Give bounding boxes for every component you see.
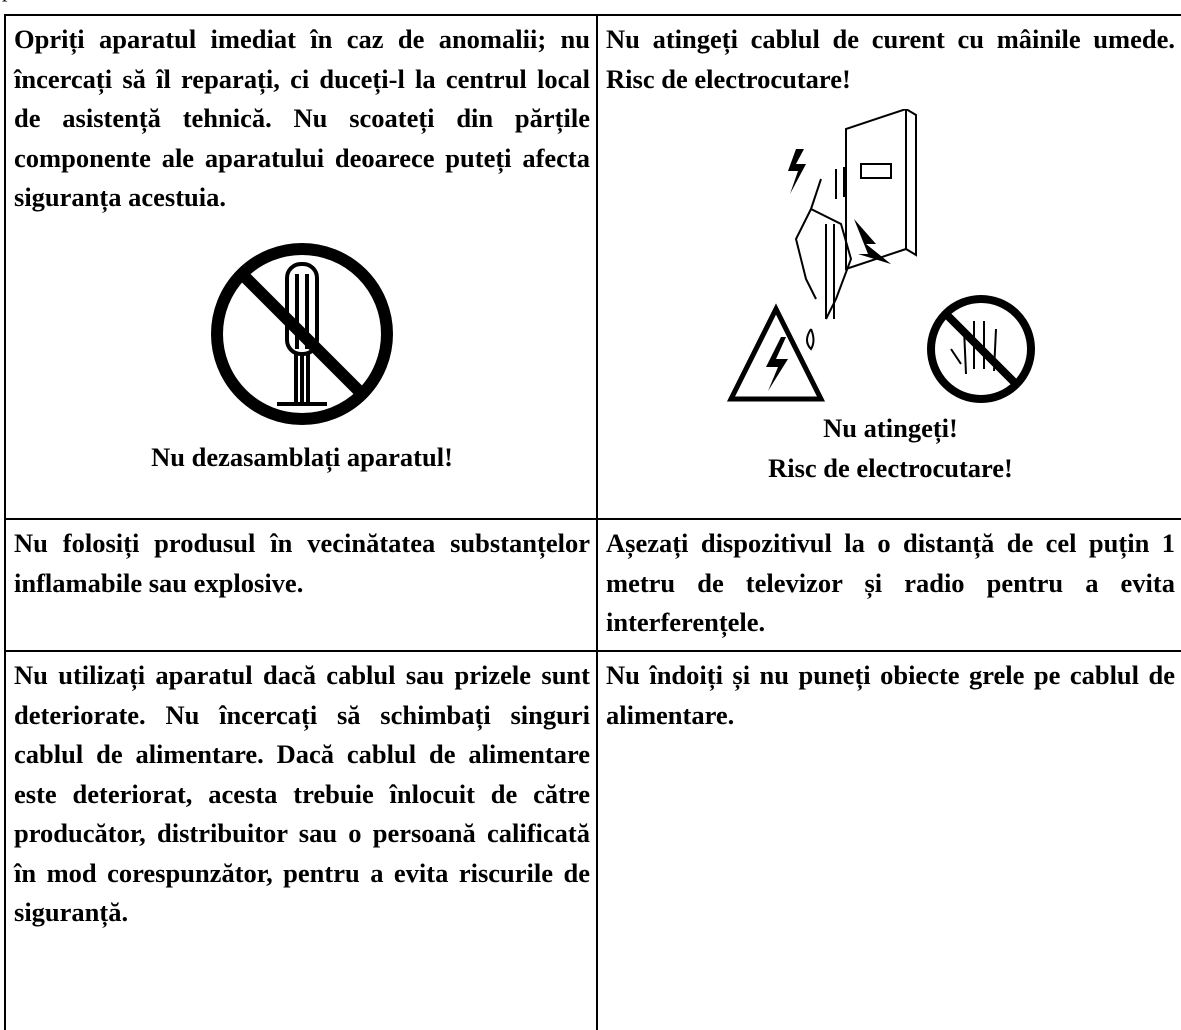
cell-text: Nu folosiți produsul în vecinătatea subs…	[14, 528, 590, 598]
safety-table: Opriți aparatul imediat în caz de anomal…	[4, 14, 1181, 1030]
caption: Risc de electrocutare!	[768, 452, 1013, 483]
row: Nu folosiți produsul în vecinătatea subs…	[4, 518, 1181, 652]
cell: Așezați dispozitivul la o distanță de ce…	[596, 518, 1181, 652]
cell: Nu folosiți produsul în vecinătatea subs…	[4, 518, 598, 652]
cell: Nu utilizați aparatul dacă cablul sau pr…	[4, 650, 598, 1030]
no-disassemble-icon	[211, 242, 393, 425]
cell-text: Nu atingeți cablul de curent cu mâinile …	[606, 24, 1175, 94]
cell: Nu atingeți cablul de curent cu mâinile …	[596, 14, 1181, 520]
cell: Opriți aparatul imediat în caz de anomal…	[4, 14, 598, 520]
cell-text: Opriți aparatul imediat în caz de anomal…	[14, 24, 590, 212]
row: Opriți aparatul imediat în caz de anomal…	[4, 14, 1181, 520]
cell-text: Nu îndoiți și nu puneți obiecte grele pe…	[606, 660, 1175, 730]
cell-text: Nu utilizați aparatul dacă cablul sau pr…	[14, 660, 590, 927]
cell: Nu îndoiți și nu puneți obiecte grele pe…	[596, 650, 1181, 1030]
caption: Nu atingeți!	[823, 413, 958, 443]
row: Nu utilizați aparatul dacă cablul sau pr…	[4, 650, 1181, 1030]
cut-text: p	[2, 0, 13, 10]
cell-text: Așezați dispozitivul la o distanță de ce…	[606, 528, 1175, 637]
electrocution-icon	[726, 109, 1035, 403]
caption: Nu dezasamblați aparatul!	[151, 441, 453, 472]
